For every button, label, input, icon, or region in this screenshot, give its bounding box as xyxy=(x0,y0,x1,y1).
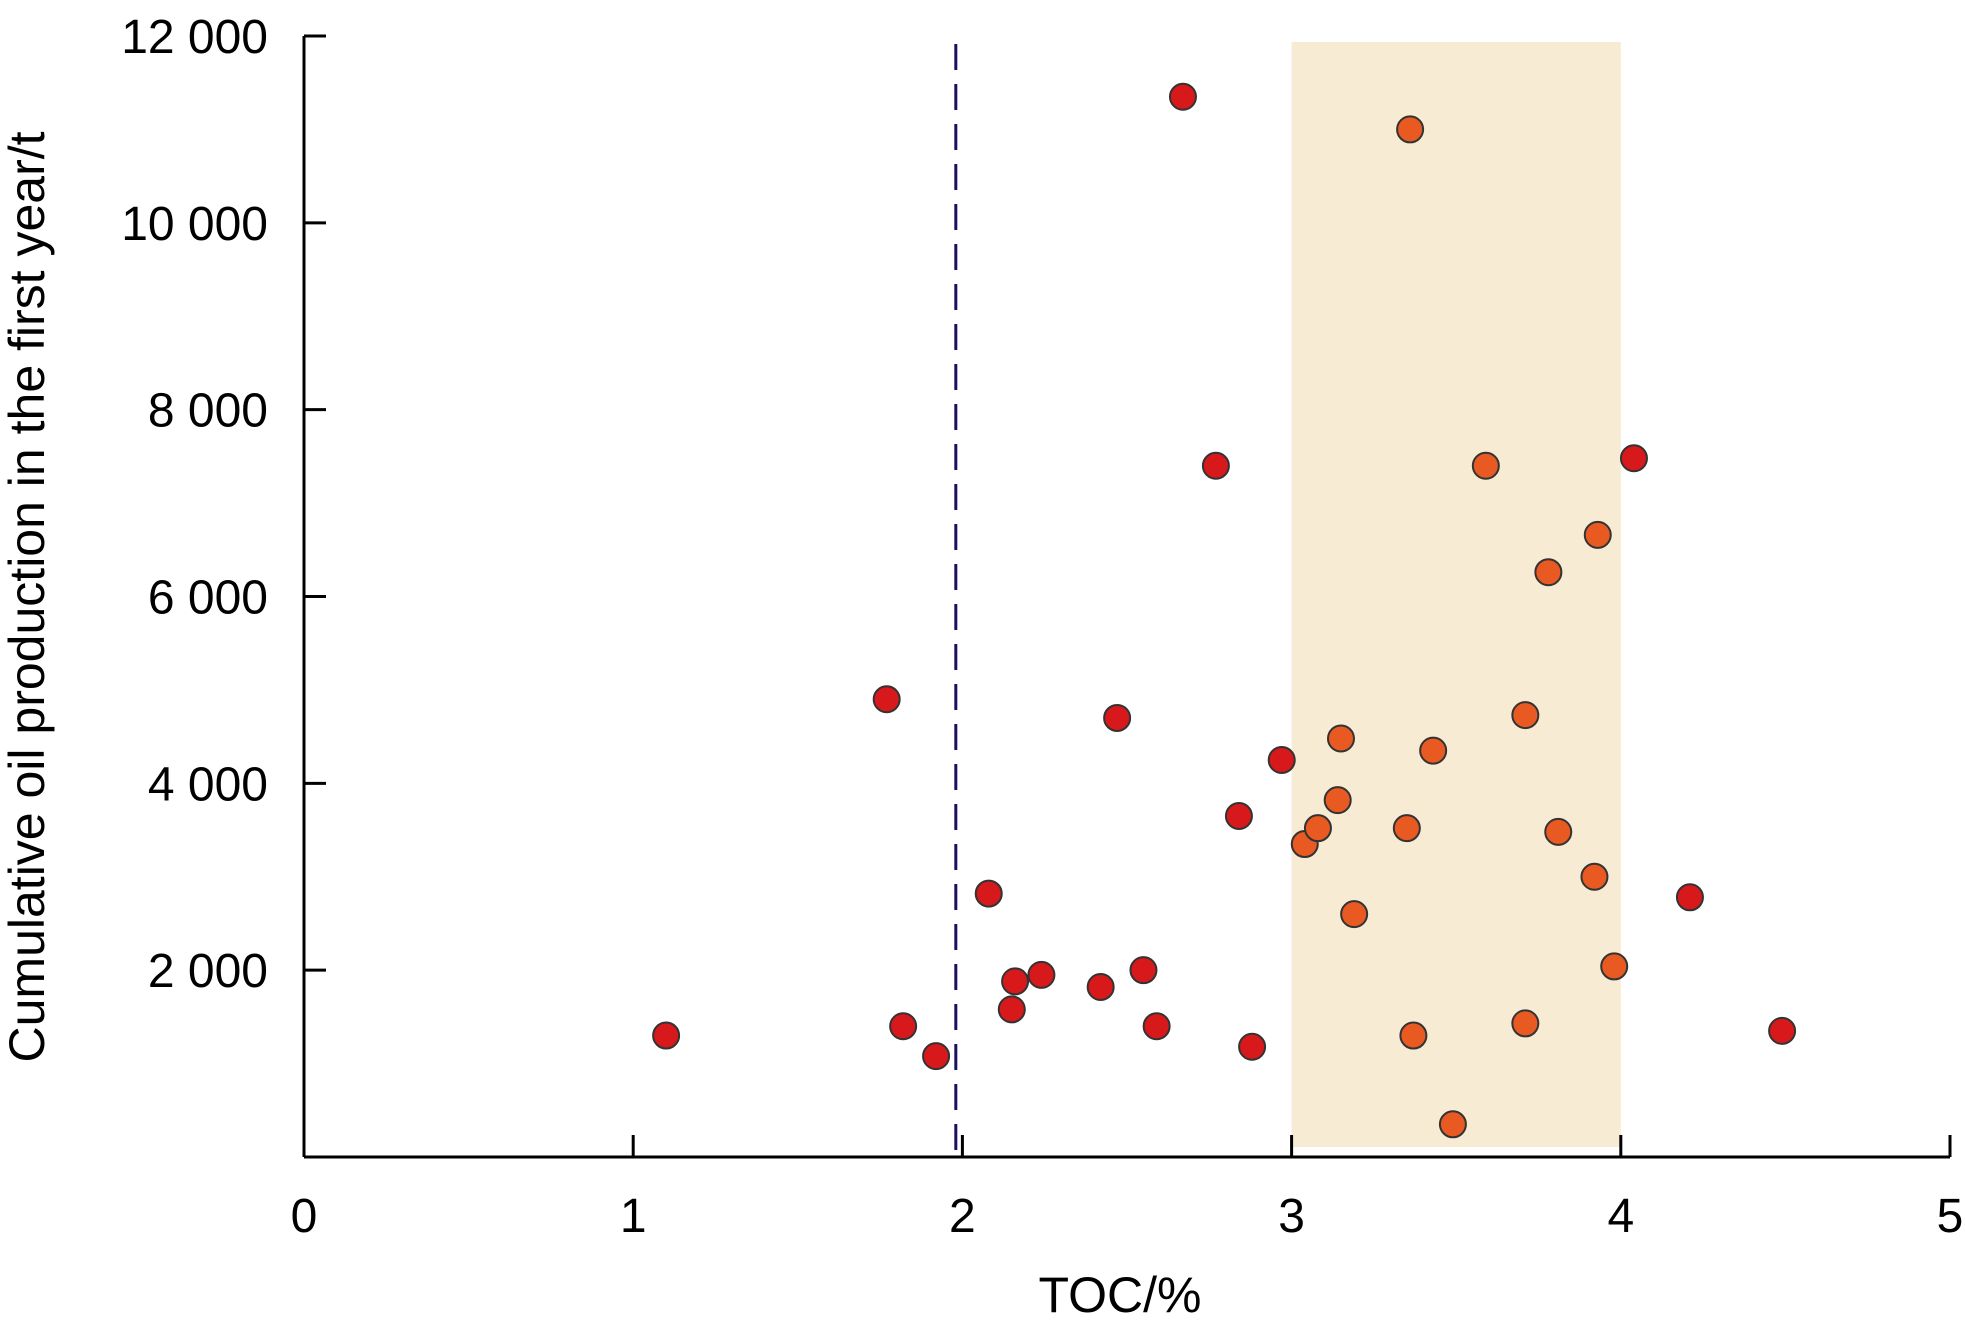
data-point xyxy=(922,1042,951,1071)
data-point xyxy=(1438,1110,1467,1139)
data-point xyxy=(1396,115,1425,144)
data-point xyxy=(1168,82,1197,111)
y-tick-label: 10 000 xyxy=(121,198,268,251)
data-points xyxy=(652,82,1797,1139)
data-point xyxy=(974,879,1003,908)
data-point xyxy=(1224,802,1253,831)
data-point xyxy=(1027,960,1056,989)
data-point xyxy=(1768,1016,1797,1045)
data-point xyxy=(1544,817,1573,846)
x-axis-ticks: 0 1 2 3 4 5 xyxy=(291,1135,1964,1243)
y-axis-title: Cumulative oil production in the first y… xyxy=(0,131,55,1062)
data-point xyxy=(1471,451,1500,480)
x-tick-label: 3 xyxy=(1278,1190,1305,1243)
data-point xyxy=(1419,736,1448,765)
x-tick-label: 5 xyxy=(1937,1190,1964,1243)
data-point xyxy=(1303,814,1332,843)
y-tick-label: 12 000 xyxy=(121,11,268,64)
x-tick-label: 4 xyxy=(1607,1190,1634,1243)
data-point xyxy=(652,1021,681,1050)
data-point xyxy=(1001,967,1030,996)
y-axis-ticks: 2 000 4 000 6 000 8 000 10 000 12 000 xyxy=(121,11,326,998)
data-point xyxy=(1323,786,1352,815)
y-tick-label: 4 000 xyxy=(148,758,268,811)
data-point xyxy=(1086,972,1115,1001)
data-point xyxy=(1619,444,1648,473)
y-tick-label: 6 000 xyxy=(148,572,268,625)
y-tick-label: 2 000 xyxy=(148,945,268,998)
data-point xyxy=(1399,1021,1428,1050)
data-point xyxy=(1511,701,1540,730)
data-point xyxy=(997,995,1026,1024)
data-point xyxy=(1600,952,1629,981)
data-point xyxy=(1103,703,1132,732)
data-point xyxy=(1580,862,1609,891)
data-point xyxy=(1583,520,1612,549)
y-tick-label: 8 000 xyxy=(148,385,268,438)
data-point xyxy=(1511,1009,1540,1038)
data-point xyxy=(1201,451,1230,480)
data-point xyxy=(1129,956,1158,985)
x-tick-label: 2 xyxy=(949,1190,976,1243)
data-point xyxy=(889,1012,918,1041)
x-tick-label: 0 xyxy=(291,1190,318,1243)
x-axis-title: TOC/% xyxy=(1039,1267,1202,1323)
data-point xyxy=(872,685,901,714)
x-tick-label: 1 xyxy=(620,1190,647,1243)
data-point xyxy=(1675,883,1704,912)
data-point xyxy=(1534,558,1563,587)
data-point xyxy=(1238,1032,1267,1061)
data-point xyxy=(1142,1012,1171,1041)
data-point xyxy=(1267,745,1296,774)
data-point xyxy=(1340,900,1369,929)
highlight-band xyxy=(1291,42,1621,1147)
data-point xyxy=(1392,814,1421,843)
data-point xyxy=(1326,724,1355,753)
